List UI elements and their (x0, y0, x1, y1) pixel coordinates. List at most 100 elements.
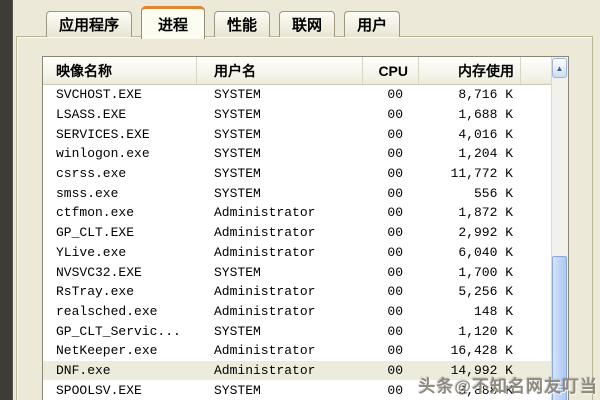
process-cell-cpu: 00 (387, 264, 403, 280)
process-cell-name: LSASS.EXE (56, 107, 127, 123)
process-cell-user: Administrator (214, 343, 316, 359)
process-cell-name: ctfmon.exe (56, 205, 135, 221)
desktop-edge-strip (0, 0, 13, 400)
process-cell-user: SYSTEM (214, 166, 261, 182)
process-cell-name: SERVICES.EXE (56, 126, 150, 142)
process-cell-mem: 148 K (473, 303, 513, 319)
process-list-header: 映像名称 用户名 CPU 内存使用 (43, 57, 551, 85)
scrollbar-grip-icon (556, 385, 565, 394)
process-cell-cpu: 00 (387, 284, 403, 300)
process-cell-mem: 1,872 K (458, 205, 513, 221)
process-cell-user: Administrator (214, 225, 316, 241)
process-cell-name: GP_CLT.EXE (56, 225, 135, 241)
process-cell-cpu: 00 (387, 343, 403, 359)
process-row[interactable]: RsTray.exe Administrator 00 5,256 K (43, 282, 551, 302)
process-cell-mem: 3,888 K (458, 382, 513, 398)
process-cell-cpu: 00 (387, 244, 403, 260)
vertical-scrollbar[interactable]: ▲ (551, 57, 568, 400)
tab-performance[interactable]: 性能 (214, 11, 271, 37)
scroll-up-arrow-icon[interactable]: ▲ (552, 58, 567, 78)
process-cell-user: SYSTEM (214, 107, 261, 123)
process-cell-user: SYSTEM (214, 264, 261, 280)
column-header-filler (521, 57, 551, 84)
process-row[interactable]: DNF.exe Administrator 00 14,992 K (43, 360, 551, 381)
scrollbar-thumb[interactable] (552, 256, 567, 400)
process-cell-mem: 6,040 K (458, 244, 513, 260)
process-row[interactable]: NVSVC32.EXE SYSTEM 00 1,700 K (43, 262, 551, 282)
process-cell-name: winlogon.exe (56, 146, 150, 162)
process-cell-name: NetKeeper.exe (56, 343, 158, 359)
process-list: 映像名称 用户名 CPU 内存使用 SVCHOST.EXE SYSTEM 00 8,7… (42, 56, 569, 400)
column-header-cpu[interactable]: CPU (363, 57, 419, 84)
process-cell-mem: 11,772 K (450, 166, 513, 182)
tab-applications[interactable]: 应用程序 (46, 11, 133, 37)
process-cell-name: smss.exe (56, 185, 119, 201)
process-cell-mem: 16,428 K (450, 343, 513, 359)
process-cell-cpu: 00 (387, 362, 403, 378)
process-cell-cpu: 00 (387, 146, 403, 162)
process-cell-name: SVCHOST.EXE (56, 87, 142, 103)
process-cell-user: Administrator (214, 205, 316, 221)
process-cell-mem: 5,256 K (458, 284, 513, 300)
process-cell-cpu: 00 (387, 87, 403, 103)
process-cell-name: NVSVC32.EXE (56, 264, 142, 280)
process-row[interactable]: SERVICES.EXE SYSTEM 00 4,016 K (43, 124, 551, 144)
process-cell-mem: 1,700 K (458, 264, 513, 280)
process-row[interactable]: YLive.exe Administrator 00 6,040 K (43, 243, 551, 263)
process-row[interactable]: realsched.exe Administrator 00 148 K (43, 302, 551, 322)
tab-users[interactable]: 用户 (344, 11, 401, 37)
process-row[interactable]: LSASS.EXE SYSTEM 00 1,688 K (43, 105, 551, 125)
process-cell-user: SYSTEM (214, 87, 261, 103)
process-cell-user: Administrator (214, 303, 316, 319)
process-cell-cpu: 00 (387, 185, 403, 201)
process-row[interactable]: ctfmon.exe Administrator 00 1,872 K (43, 203, 551, 223)
process-cell-cpu: 00 (387, 166, 403, 182)
process-cell-user: SYSTEM (214, 185, 261, 201)
process-row[interactable]: GP_CLT.EXE Administrator 00 2,992 K (43, 223, 551, 243)
process-cell-cpu: 00 (387, 303, 403, 319)
process-row[interactable]: winlogon.exe SYSTEM 00 1,204 K (43, 144, 551, 164)
process-cell-name: SPOOLSV.EXE (56, 382, 142, 398)
tab-networking[interactable]: 联网 (279, 11, 336, 37)
process-cell-cpu: 00 (387, 126, 403, 142)
column-header-image-name[interactable]: 映像名称 (43, 57, 197, 84)
process-cell-cpu: 00 (387, 205, 403, 221)
process-cell-name: realsched.exe (56, 303, 158, 319)
process-cell-mem: 8,716 K (458, 87, 513, 103)
process-cell-user: Administrator (214, 244, 316, 260)
process-list-body: SVCHOST.EXE SYSTEM 00 8,716 K LSASS.EXE SYSTE… (43, 85, 551, 400)
process-row[interactable]: smss.exe SYSTEM 00 556 K (43, 183, 551, 203)
tab-processes[interactable]: 进程 (141, 6, 206, 39)
column-header-user-name[interactable]: 用户名 (197, 57, 363, 84)
tab-bar: 应用程序 进程 性能 联网 用户 (46, 5, 401, 39)
watermark: 头条@不知名网友叮当 (418, 372, 598, 397)
process-cell-user: SYSTEM (214, 146, 261, 162)
watermark-brand: 头条 (418, 377, 455, 396)
process-cell-user: Administrator (214, 284, 316, 300)
process-cell-cpu: 00 (387, 382, 403, 398)
process-cell-mem: 1,204 K (458, 146, 513, 162)
process-row[interactable]: SVCHOST.EXE SYSTEM 00 8,716 K (43, 85, 551, 105)
process-cell-name: YLive.exe (56, 244, 127, 260)
process-row[interactable]: NetKeeper.exe Administrator 00 16,428 K (43, 341, 551, 361)
process-cell-name: csrss.exe (56, 166, 127, 182)
process-row[interactable]: SPOOLSV.EXE SYSTEM 00 3,888 K (43, 380, 551, 400)
process-row[interactable]: csrss.exe SYSTEM 00 11,772 K (43, 164, 551, 184)
process-cell-cpu: 00 (387, 225, 403, 241)
process-cell-cpu: 00 (387, 323, 403, 339)
column-header-memory-usage[interactable]: 内存使用 (419, 57, 521, 84)
process-cell-mem: 1,120 K (458, 323, 513, 339)
process-cell-mem: 14,992 K (450, 362, 513, 378)
process-cell-mem: 2,992 K (458, 225, 513, 241)
process-cell-name: RsTray.exe (56, 284, 135, 300)
process-cell-cpu: 00 (387, 107, 403, 123)
watermark-handle: @不知名网友叮当 (454, 377, 598, 396)
process-cell-mem: 1,688 K (458, 107, 513, 123)
process-cell-user: Administrator (214, 362, 316, 378)
process-row[interactable]: GP_CLT_Servic... SYSTEM 00 1,120 K (43, 321, 551, 341)
process-cell-name: GP_CLT_Servic... (56, 323, 181, 339)
process-cell-mem: 556 K (473, 185, 513, 201)
process-cell-user: SYSTEM (214, 382, 261, 398)
process-cell-name: DNF.exe (56, 362, 111, 378)
